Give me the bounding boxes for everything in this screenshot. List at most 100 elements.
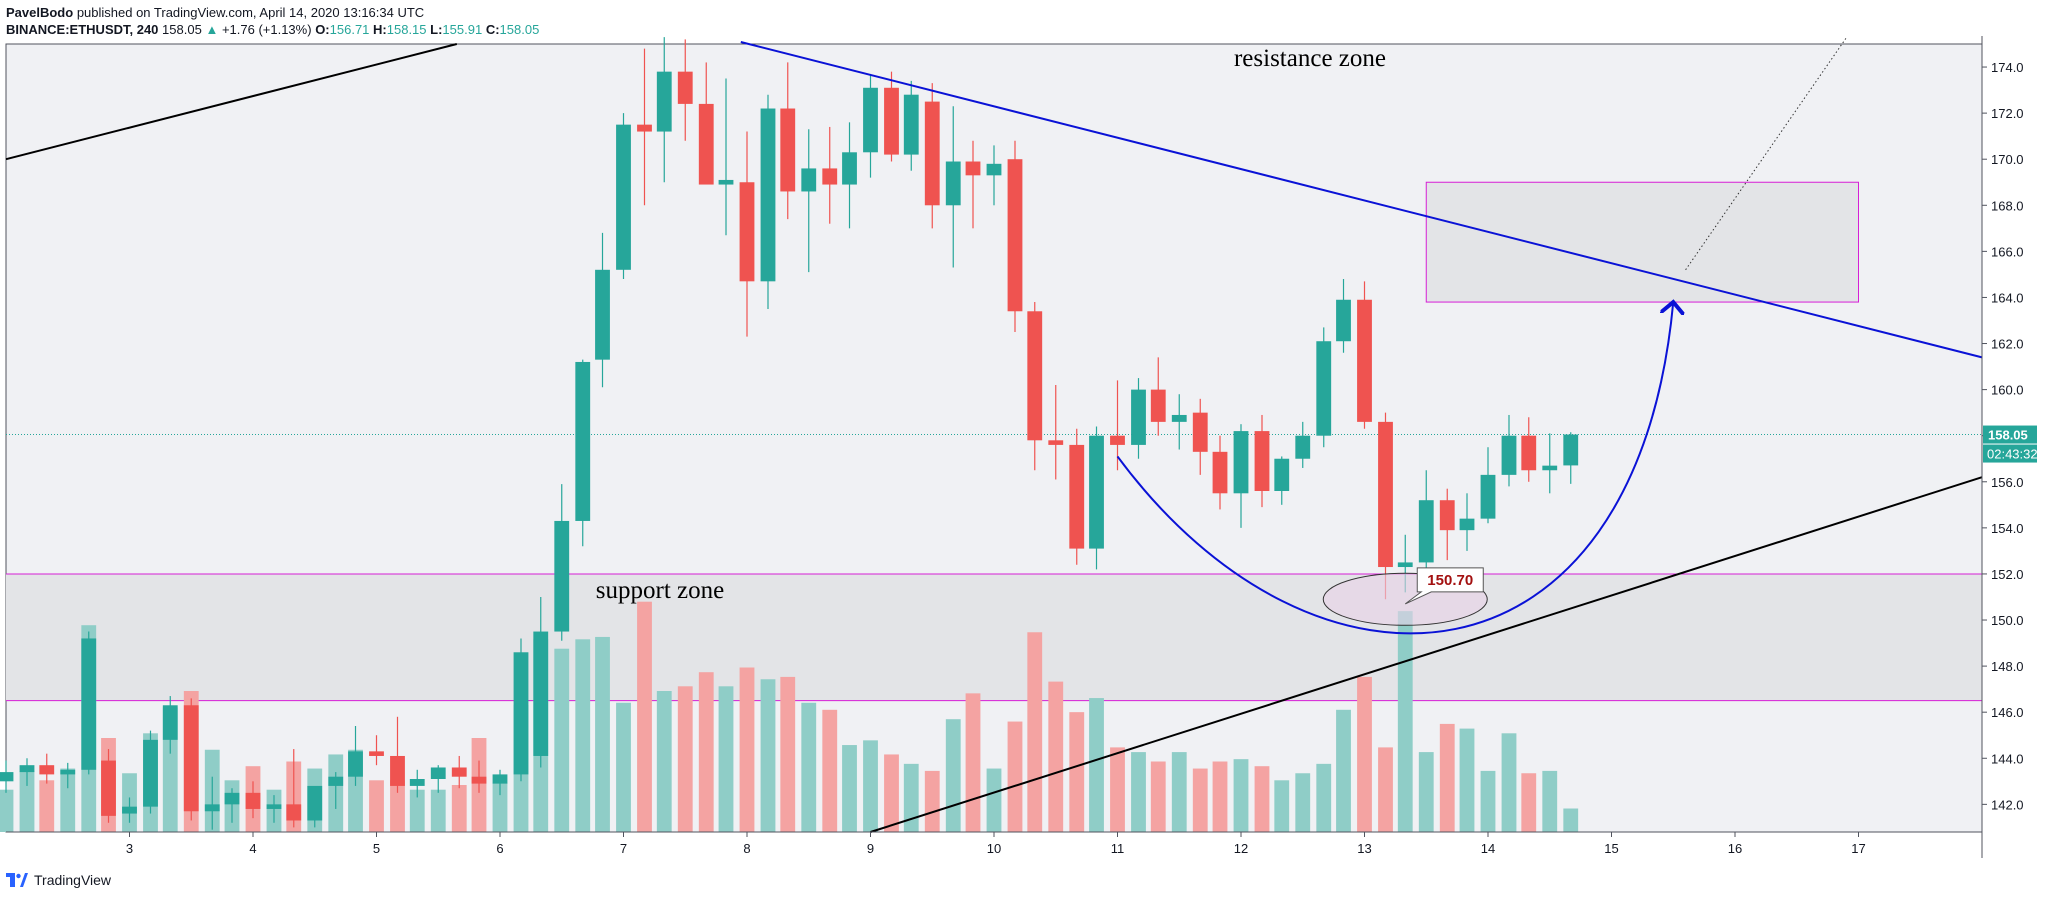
candle-body	[224, 792, 240, 805]
volume-bar	[1069, 712, 1085, 832]
tradingview-logo-icon	[6, 873, 28, 887]
candle-body	[842, 152, 857, 185]
candle-body	[492, 774, 508, 784]
candle-body	[1439, 500, 1455, 531]
volume-bar	[1150, 761, 1166, 832]
author-name[interactable]: PavelBodo	[6, 5, 74, 20]
upper-black-trendline	[5, 43, 458, 161]
published-info: published on TradingView.com, April 14, …	[76, 5, 425, 20]
candle-body	[822, 168, 838, 185]
candle-body	[1418, 500, 1434, 563]
time-tick-label: 3	[126, 841, 133, 856]
candle-body	[1048, 440, 1064, 445]
volume-bar	[718, 686, 734, 832]
candle-body	[1027, 311, 1043, 441]
candle-body	[698, 103, 714, 185]
volume-bar	[924, 770, 940, 832]
price-tick-label: 152.0	[1991, 567, 2024, 582]
low-value: 155.91	[442, 22, 483, 37]
candle-body	[945, 161, 961, 206]
candle-body	[245, 792, 261, 809]
candle-body	[575, 361, 591, 521]
candle-body	[1336, 299, 1351, 342]
volume-bar	[1563, 808, 1579, 832]
volume-bar	[739, 667, 755, 832]
time-tick-label: 14	[1481, 841, 1495, 856]
volume-bar	[1316, 763, 1332, 832]
price-tick-label: 170.0	[1991, 152, 2024, 167]
candle-body	[1171, 414, 1187, 422]
candle-body	[451, 767, 467, 777]
candle-body	[801, 168, 817, 192]
volume-bar	[575, 639, 591, 832]
candle-body	[390, 755, 405, 786]
volume-bar	[1171, 752, 1187, 832]
volume-bar	[822, 709, 838, 832]
candle-body	[1089, 435, 1104, 549]
candle-body	[471, 776, 487, 784]
candle-body	[60, 769, 76, 775]
countdown-tag	[1983, 444, 2037, 463]
close-label: C:	[485, 22, 500, 37]
time-tick-label: 10	[987, 841, 1001, 856]
candle-body	[266, 804, 282, 809]
candle-body	[81, 638, 97, 770]
up-arrow-icon: ▲	[205, 22, 219, 37]
candle-body	[1521, 435, 1537, 471]
candle-body	[739, 182, 755, 282]
candle-body	[863, 87, 878, 153]
volume-bar	[39, 780, 55, 832]
tradingview-brand[interactable]: TradingView	[34, 872, 112, 888]
target-box	[1425, 181, 1859, 303]
candle-body	[1480, 474, 1496, 519]
candle-body	[1110, 435, 1125, 445]
projection-curve-arrow	[1116, 302, 1674, 635]
volume-bar	[60, 768, 76, 832]
time-tick-label: 13	[1357, 841, 1371, 856]
candle-body	[780, 108, 796, 192]
volume-bar	[409, 789, 425, 832]
price-change: +1.76 (+1.13%)	[221, 22, 312, 37]
volume-bar	[369, 780, 384, 832]
candle-body	[616, 124, 631, 270]
volume-bar	[1542, 770, 1558, 832]
time-tick-label: 7	[620, 841, 627, 856]
footer: TradingView	[6, 872, 111, 888]
candle-body	[369, 751, 384, 756]
volume-bar	[595, 636, 610, 832]
volume-bar	[863, 740, 878, 832]
low-callout-label: 150.70	[1427, 572, 1473, 589]
volume-bar	[1357, 676, 1372, 832]
candle-body	[1131, 389, 1146, 445]
symbol-name: BINANCE:ETHUSDT, 240	[6, 22, 159, 37]
candle-body	[19, 765, 35, 773]
candle-body	[39, 765, 55, 775]
chart-header: PavelBodo published on TradingView.com, …	[6, 4, 424, 22]
time-tick-label: 17	[1851, 841, 1865, 856]
candle-body	[143, 739, 158, 807]
volume-bar	[1501, 733, 1517, 832]
candle-body	[1069, 444, 1085, 549]
candle-body	[760, 108, 776, 282]
candle-body	[1563, 434, 1579, 466]
volume-bar	[1233, 759, 1249, 832]
candle-body	[656, 71, 672, 132]
candle-body	[122, 806, 137, 814]
volume-bar	[1521, 773, 1537, 832]
volume-bar	[1397, 611, 1413, 832]
open-value: 156.71	[329, 22, 370, 37]
candle-body	[1378, 421, 1393, 568]
candle-body	[1274, 458, 1290, 491]
candle-body	[965, 161, 981, 176]
candle-body	[307, 785, 323, 821]
candle-body	[1357, 299, 1372, 422]
price-tick-label: 146.0	[1991, 705, 2024, 720]
price-tick-label: 164.0	[1991, 290, 2024, 305]
volume-bar	[965, 693, 981, 832]
candle-body	[1150, 389, 1166, 422]
volume-bar	[0, 789, 14, 832]
candle-body	[1233, 431, 1249, 494]
volume-bar	[1027, 632, 1043, 832]
candle-body	[677, 71, 693, 104]
